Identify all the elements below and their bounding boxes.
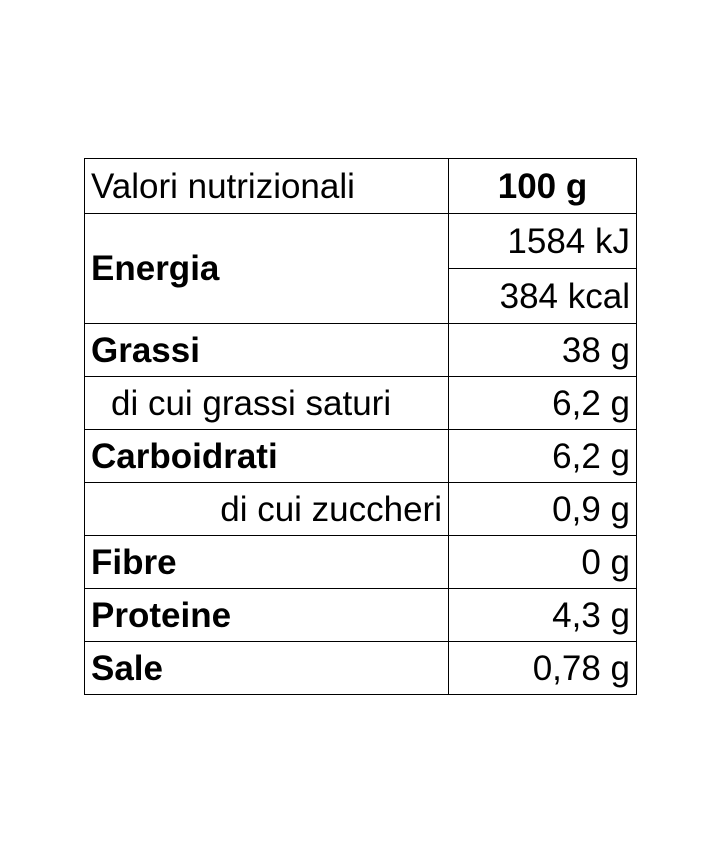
table-row: di cui zuccheri 0,9 g — [84, 482, 637, 536]
energy-kj: 1584 kJ — [448, 213, 637, 269]
table-row: Proteine 4,3 g — [84, 588, 637, 642]
row-label: Sale — [84, 641, 449, 695]
table-row: di cui grassi saturi 6,2 g — [84, 376, 637, 430]
row-value: 0 g — [448, 535, 637, 589]
row-value: 4,3 g — [448, 588, 637, 642]
row-label: Grassi — [84, 323, 449, 377]
table-row: Fibre 0 g — [84, 535, 637, 589]
nutrition-table: Valori nutrizionali 100 g Energia 1584 k… — [84, 158, 637, 695]
row-label: di cui grassi saturi — [84, 376, 449, 430]
energy-kcal: 384 kcal — [448, 268, 637, 324]
table-row: Sale 0,78 g — [84, 641, 637, 695]
header-value: 100 g — [448, 158, 637, 214]
row-value: 0,78 g — [448, 641, 637, 695]
row-value: 6,2 g — [448, 429, 637, 483]
row-value: 6,2 g — [448, 376, 637, 430]
energy-row-kcal: 384 kcal — [85, 268, 637, 324]
header-row: Valori nutrizionali 100 g — [84, 158, 637, 214]
row-label: Proteine — [84, 588, 449, 642]
row-value: 0,9 g — [448, 482, 637, 536]
row-value: 38 g — [448, 323, 637, 377]
row-label: Fibre — [84, 535, 449, 589]
row-label: Carboidrati — [84, 429, 449, 483]
energy-row: Energia 1584 kJ — [84, 213, 637, 324]
table-row: Carboidrati 6,2 g — [84, 429, 637, 483]
header-label: Valori nutrizionali — [84, 158, 449, 214]
table-row: Grassi 38 g — [84, 323, 637, 377]
row-label: di cui zuccheri — [84, 482, 449, 536]
energy-label: Energia — [84, 213, 449, 324]
